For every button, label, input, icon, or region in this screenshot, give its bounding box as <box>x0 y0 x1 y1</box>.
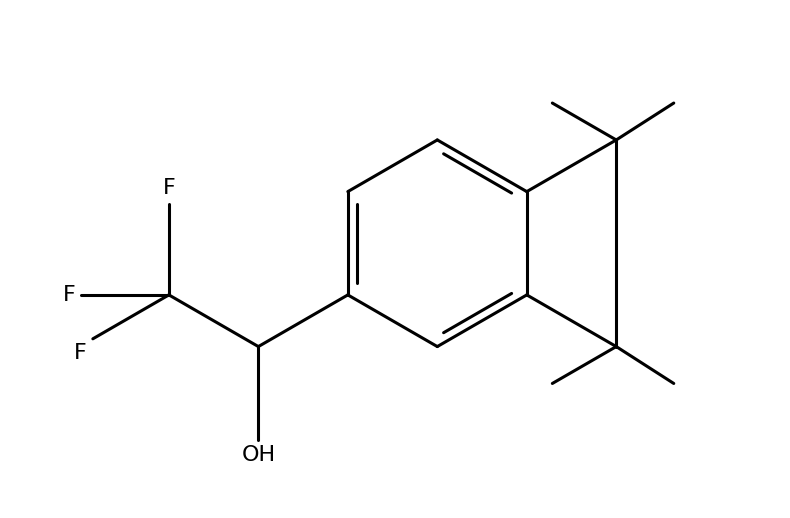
Text: F: F <box>74 343 87 363</box>
Text: F: F <box>62 285 75 305</box>
Text: OH: OH <box>241 445 276 466</box>
Text: F: F <box>163 178 175 198</box>
